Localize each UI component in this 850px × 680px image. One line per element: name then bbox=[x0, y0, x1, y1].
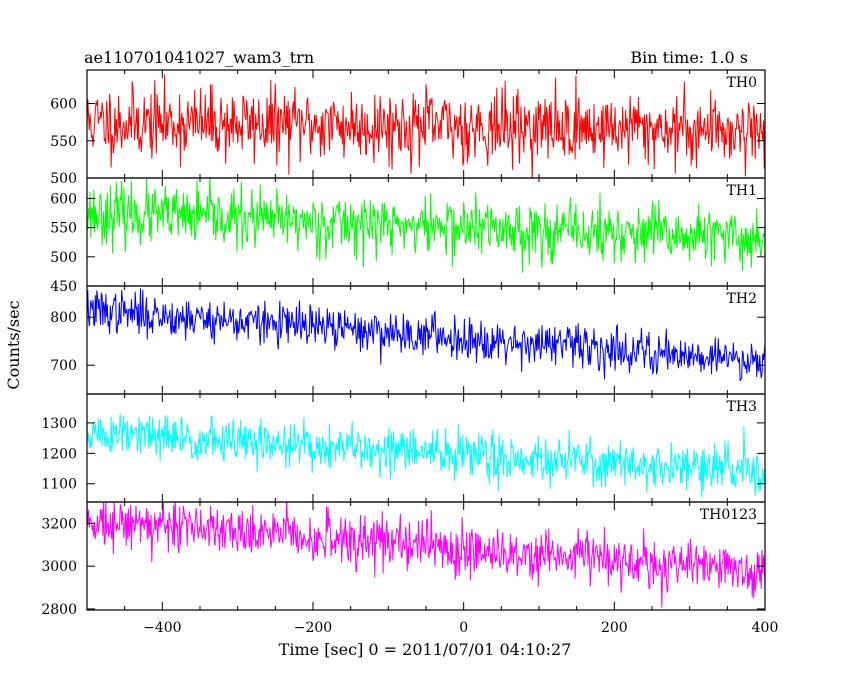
series-line-th1 bbox=[87, 178, 765, 273]
x-tick-label: 0 bbox=[459, 620, 468, 636]
x-tick-label: 400 bbox=[752, 620, 779, 636]
series-line-th0123 bbox=[87, 502, 765, 608]
y-tick-label: 700 bbox=[50, 358, 77, 374]
x-tick-label: −200 bbox=[294, 620, 332, 636]
chart-title: ae110701041027_wam3_trn bbox=[84, 48, 314, 67]
series-label-th0123: TH0123 bbox=[700, 507, 757, 523]
y-tick-label: 450 bbox=[50, 279, 77, 295]
series-label-th3: TH3 bbox=[727, 399, 757, 415]
series-line-th0 bbox=[87, 74, 765, 178]
y-tick-label: 550 bbox=[50, 221, 77, 237]
y-tick-label: 3000 bbox=[41, 559, 77, 575]
series-label-th0: TH0 bbox=[727, 75, 757, 91]
y-tick-label: 1100 bbox=[41, 477, 77, 493]
series-line-th2 bbox=[87, 288, 765, 382]
series-line-th3 bbox=[87, 413, 765, 498]
x-tick-label: −400 bbox=[143, 620, 181, 636]
series-label-th1: TH1 bbox=[727, 183, 757, 199]
y-axis-label: Counts/sec bbox=[4, 300, 23, 389]
bin-time-label: Bin time: 1.0 s bbox=[630, 48, 748, 67]
panels: TH0 500 550 600 TH1 450 500 550 600 TH2 700 800 TH3 1… bbox=[41, 69, 779, 636]
y-tick-label: 1300 bbox=[41, 416, 77, 432]
series-label-th2: TH2 bbox=[727, 291, 757, 307]
y-tick-label: 800 bbox=[50, 310, 77, 326]
y-tick-label: 500 bbox=[50, 171, 77, 187]
x-tick-label: 200 bbox=[601, 620, 628, 636]
y-tick-label: 500 bbox=[50, 250, 77, 266]
y-tick-label: 600 bbox=[50, 97, 77, 113]
y-tick-label: 600 bbox=[50, 191, 77, 207]
y-tick-label: 550 bbox=[50, 134, 77, 150]
x-axis-label: Time [sec] 0 = 2011/07/01 04:10:27 bbox=[279, 640, 572, 659]
y-tick-label: 3200 bbox=[41, 516, 77, 532]
y-tick-label: 1200 bbox=[41, 446, 77, 462]
y-tick-label: 2800 bbox=[41, 602, 77, 618]
